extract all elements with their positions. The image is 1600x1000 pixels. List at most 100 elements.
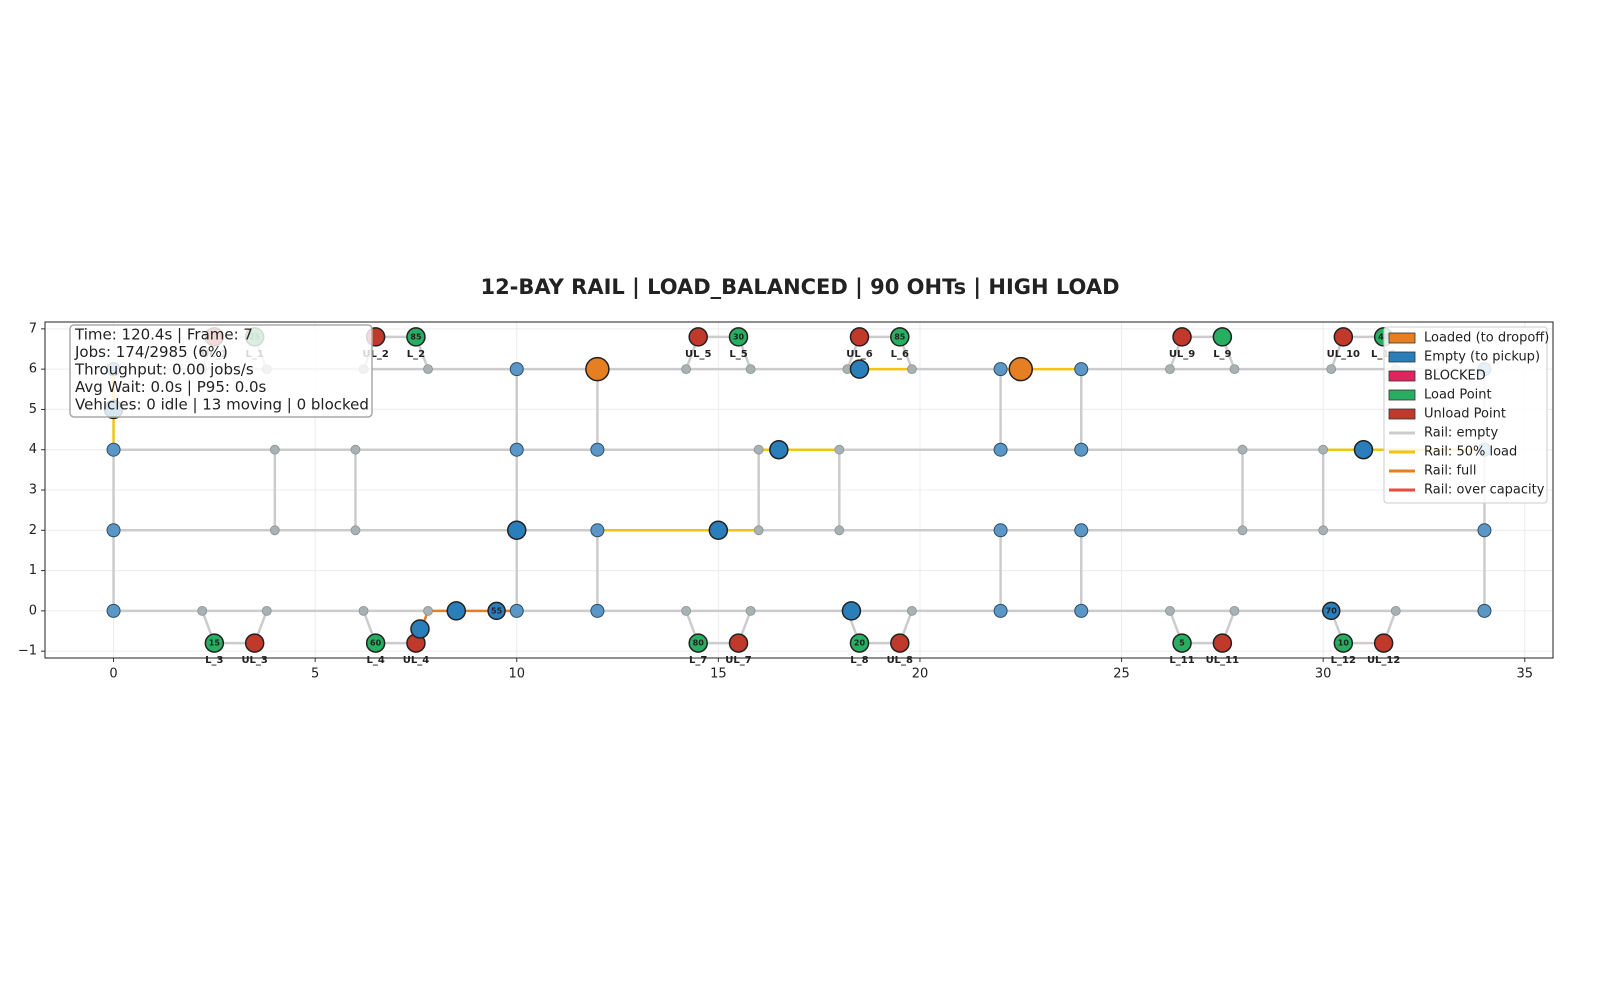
junction <box>590 442 605 457</box>
station <box>365 633 386 653</box>
x-tick-label: 15 <box>710 667 727 682</box>
waypoint <box>745 605 756 616</box>
waypoint <box>197 605 208 616</box>
station-count: 80 <box>693 639 705 648</box>
station <box>688 327 708 347</box>
station-label: UL_7 <box>725 655 751 666</box>
legend-label: Rail: 50% load <box>1424 445 1517 460</box>
x-tick-label: 25 <box>1113 667 1130 682</box>
x-tick-label: 10 <box>508 667 525 682</box>
station-count: 10 <box>1338 639 1350 648</box>
waypoint <box>1165 605 1175 616</box>
station-label: L_9 <box>1213 349 1231 360</box>
station-count: 30 <box>733 332 745 341</box>
station-label: UL_8 <box>887 655 913 666</box>
junction <box>993 442 1008 457</box>
vehicle <box>1321 601 1341 621</box>
info-line: Jobs: 174/2985 (6%) <box>74 343 228 361</box>
station <box>1373 633 1394 653</box>
y-tick-label: 7 <box>29 321 37 336</box>
legend-label: Unload Point <box>1424 407 1506 422</box>
junction <box>509 603 524 618</box>
vehicle <box>410 619 430 639</box>
vehicle <box>446 601 467 621</box>
station <box>1212 633 1233 653</box>
junction <box>1074 603 1089 618</box>
station-label: L_3 <box>205 655 223 666</box>
waypoint <box>350 525 361 536</box>
y-tick-label: 4 <box>29 442 37 457</box>
y-tick-label: 6 <box>29 362 37 377</box>
junction <box>106 603 121 618</box>
legend-swatch <box>1388 370 1416 382</box>
junction <box>1074 442 1089 457</box>
legend-label: Rail: over capacity <box>1424 483 1545 498</box>
station <box>204 633 225 653</box>
info-line: Avg Wait: 0.0s | P95: 0.0s <box>75 378 267 396</box>
waypoint <box>906 605 917 616</box>
vehicle <box>841 601 862 621</box>
vehicle <box>769 439 789 460</box>
station <box>728 327 749 347</box>
station-count: 15 <box>209 639 221 648</box>
station-label: L_11 <box>1169 655 1194 666</box>
vehicle <box>1353 439 1374 460</box>
station-label: UL_9 <box>1169 349 1195 360</box>
y-tick-label: 1 <box>29 563 37 578</box>
legend-swatch <box>1388 389 1416 401</box>
y-tick-label: 5 <box>29 402 37 417</box>
vehicle <box>1008 356 1034 382</box>
waypoint <box>681 605 692 616</box>
station-label: UL_12 <box>1367 655 1400 666</box>
station <box>849 633 870 653</box>
station <box>1333 633 1354 653</box>
waypoint <box>753 444 764 455</box>
legend-swatch <box>1388 332 1416 344</box>
station <box>1172 633 1192 653</box>
y-tick-label: 3 <box>29 483 37 498</box>
junction <box>509 442 524 457</box>
station <box>244 633 265 653</box>
station <box>1333 327 1354 347</box>
vehicle <box>708 520 729 541</box>
waypoint <box>350 444 361 455</box>
station-label: L_12 <box>1331 655 1356 666</box>
vehicle-id: 70 <box>1326 606 1338 615</box>
station-count: 5 <box>1179 639 1185 648</box>
info-line: Vehicles: 0 idle | 13 moving | 0 blocked <box>75 396 369 414</box>
vehicle <box>585 356 610 382</box>
waypoint <box>906 364 917 375</box>
x-tick-label: 5 <box>311 667 319 682</box>
waypoint <box>1229 605 1240 616</box>
station-count: 85 <box>410 332 422 341</box>
station-label: UL_5 <box>685 349 711 360</box>
station <box>890 327 910 347</box>
station-label: L_7 <box>689 655 707 666</box>
station <box>406 327 426 347</box>
junction <box>590 603 605 618</box>
station-label: UL_2 <box>362 349 388 360</box>
y-tick-label: 2 <box>29 523 37 538</box>
waypoint <box>753 525 764 536</box>
station <box>728 633 749 653</box>
junction <box>993 523 1008 538</box>
waypoint <box>1318 525 1329 536</box>
legend-box <box>1383 326 1548 504</box>
waypoint <box>681 364 692 375</box>
junction <box>1074 362 1089 377</box>
legend-label: Rail: empty <box>1424 426 1498 441</box>
junction <box>993 603 1008 618</box>
station <box>849 327 870 347</box>
waypoint <box>423 605 433 616</box>
station-label: UL_3 <box>241 655 267 666</box>
legend-label: Empty (to pickup) <box>1424 350 1540 365</box>
waypoint <box>423 364 433 375</box>
vehicle-id: 55 <box>491 606 503 615</box>
station <box>1212 327 1233 347</box>
y-tick-label: −1 <box>18 644 37 659</box>
station <box>688 633 708 653</box>
waypoint <box>745 364 756 375</box>
station-label: L_5 <box>729 349 747 360</box>
